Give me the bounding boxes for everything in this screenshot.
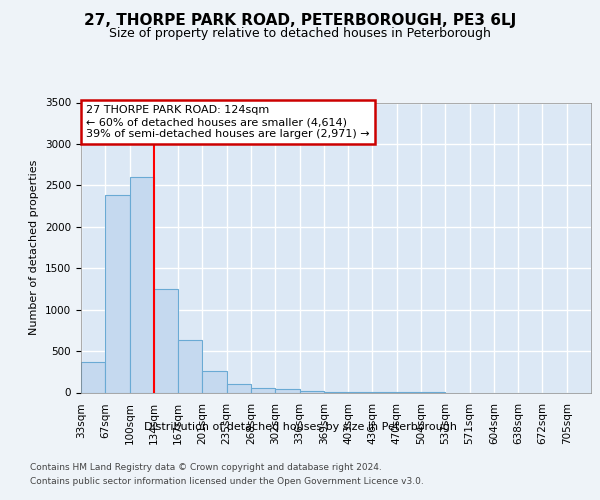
Text: Contains HM Land Registry data © Crown copyright and database right 2024.: Contains HM Land Registry data © Crown c… (30, 462, 382, 471)
Text: Distribution of detached houses by size in Peterborough: Distribution of detached houses by size … (143, 422, 457, 432)
Y-axis label: Number of detached properties: Number of detached properties (29, 160, 40, 335)
Bar (251, 388, 275, 392)
Text: Size of property relative to detached houses in Peterborough: Size of property relative to detached ho… (109, 28, 491, 40)
Bar (275, 389, 299, 392)
Bar (202, 371, 227, 392)
Bar (178, 340, 202, 392)
Bar (81, 362, 105, 392)
Text: Contains public sector information licensed under the Open Government Licence v3: Contains public sector information licen… (30, 478, 424, 486)
Text: 27 THORPE PARK ROAD: 124sqm
← 60% of detached houses are smaller (4,614)
39% of : 27 THORPE PARK ROAD: 124sqm ← 60% of det… (86, 106, 370, 138)
Bar (227, 384, 251, 392)
Bar (130, 177, 154, 392)
Bar (105, 196, 130, 392)
Bar (299, 391, 324, 392)
Bar (154, 289, 178, 393)
Text: 27, THORPE PARK ROAD, PETERBOROUGH, PE3 6LJ: 27, THORPE PARK ROAD, PETERBOROUGH, PE3 … (84, 12, 516, 28)
